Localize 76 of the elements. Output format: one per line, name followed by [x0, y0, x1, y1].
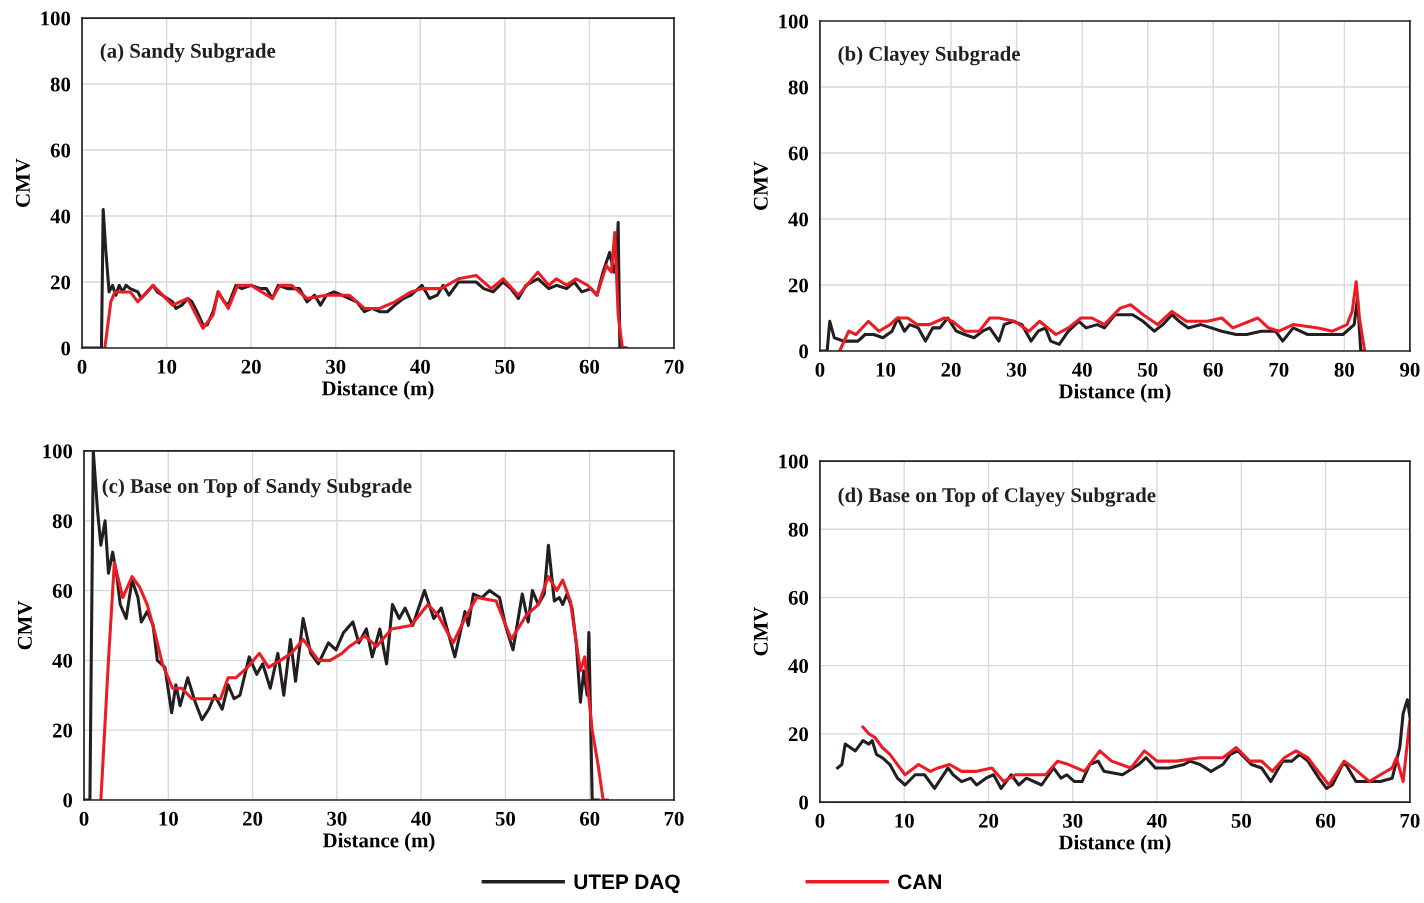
x-tick-label: 40 — [411, 811, 431, 826]
x-tick-label: 30 — [326, 359, 346, 374]
y-tick-label: 100 — [41, 11, 71, 26]
y-axis-title: CMV — [17, 600, 32, 650]
y-tick-label: 0 — [799, 795, 809, 810]
y-tick-label: 0 — [61, 341, 71, 356]
y-tick-label: 0 — [63, 793, 73, 808]
y-tick-label: 20 — [52, 723, 73, 738]
x-axis-title: Distance (m) — [321, 380, 434, 400]
y-tick-label: 60 — [52, 583, 73, 598]
x-tick-label: 60 — [579, 359, 600, 374]
x-tick-label: 0 — [815, 362, 825, 377]
y-tick-label: 20 — [788, 727, 809, 742]
line-series — [103, 231, 628, 349]
y-tick-label: 40 — [788, 212, 809, 227]
x-tick-label: 30 — [1063, 813, 1083, 828]
x-tick-label: 40 — [1146, 813, 1167, 828]
x-tick-label: 40 — [410, 359, 430, 374]
x-tick-label: 20 — [941, 362, 961, 377]
x-tick-label: 20 — [241, 359, 261, 374]
x-tick-label: 20 — [243, 811, 263, 826]
y-tick-label: 60 — [50, 143, 71, 158]
y-tick-label: 20 — [50, 275, 71, 290]
y-tick-label: 60 — [788, 146, 809, 161]
y-axis-title: CMV — [753, 606, 768, 656]
x-axis-title: Distance (m) — [1058, 834, 1171, 854]
x-tick-label: 0 — [79, 811, 89, 826]
x-tick-label: 70 — [664, 811, 684, 826]
x-tick-label: 30 — [1006, 362, 1027, 377]
text: (d) Base on Top of Clayey Subgrade — [838, 487, 1156, 507]
y-tick-label: 80 — [50, 77, 71, 92]
y-tick-label: 40 — [52, 653, 73, 668]
y-tick-label: 40 — [788, 659, 809, 674]
y-tick-label: 0 — [799, 344, 809, 359]
x-tick-label: 70 — [1400, 813, 1420, 828]
y-tick-label: 80 — [788, 522, 809, 537]
y-tick-label: 100 — [43, 444, 73, 459]
legend-label: UTEP DAQ — [574, 874, 680, 894]
x-tick-label: 60 — [1203, 362, 1223, 377]
legend-label: CAN — [898, 874, 941, 890]
y-tick-label: 40 — [50, 209, 71, 224]
x-tick-label: 10 — [876, 362, 896, 377]
y-axis-title: CMV — [15, 158, 30, 207]
x-tick-label: 50 — [1138, 362, 1158, 377]
x-tick-label: 70 — [1269, 362, 1289, 377]
y-axis-title: CMV — [753, 161, 768, 210]
y-tick-label: 80 — [52, 514, 73, 529]
y-tick-label: 60 — [788, 590, 809, 605]
text: (a) Sandy Subgrade — [100, 43, 276, 63]
y-tick-label: 20 — [788, 278, 809, 293]
x-axis-title: Distance (m) — [1058, 383, 1171, 403]
x-tick-label: 10 — [895, 813, 914, 828]
x-tick-label: 10 — [157, 359, 177, 374]
line-series — [861, 718, 1410, 787]
text: (b) Clayey Subgrade — [838, 46, 1020, 66]
x-tick-label: 20 — [978, 813, 999, 828]
x-axis-title: Distance (m) — [322, 832, 435, 852]
x-tick-label: 80 — [1334, 362, 1354, 377]
line-series — [838, 280, 1367, 351]
line-series — [99, 561, 609, 800]
y-tick-label: 100 — [779, 454, 809, 469]
x-tick-label: 30 — [327, 811, 347, 826]
x-tick-label: 60 — [579, 811, 600, 826]
x-tick-label: 40 — [1072, 362, 1092, 377]
x-tick-label: 50 — [1231, 813, 1251, 828]
text: (c) Base on Top of Sandy Subgrade — [102, 478, 412, 498]
x-tick-label: 90 — [1400, 362, 1420, 377]
x-tick-label: 10 — [159, 811, 178, 826]
x-tick-label: 50 — [495, 359, 515, 374]
y-tick-label: 80 — [788, 80, 809, 95]
x-tick-label: 0 — [77, 359, 87, 374]
x-tick-label: 0 — [815, 813, 825, 828]
x-tick-label: 70 — [664, 359, 684, 374]
x-tick-label: 50 — [495, 811, 516, 826]
x-tick-label: 60 — [1315, 813, 1336, 828]
y-tick-label: 100 — [779, 14, 809, 29]
